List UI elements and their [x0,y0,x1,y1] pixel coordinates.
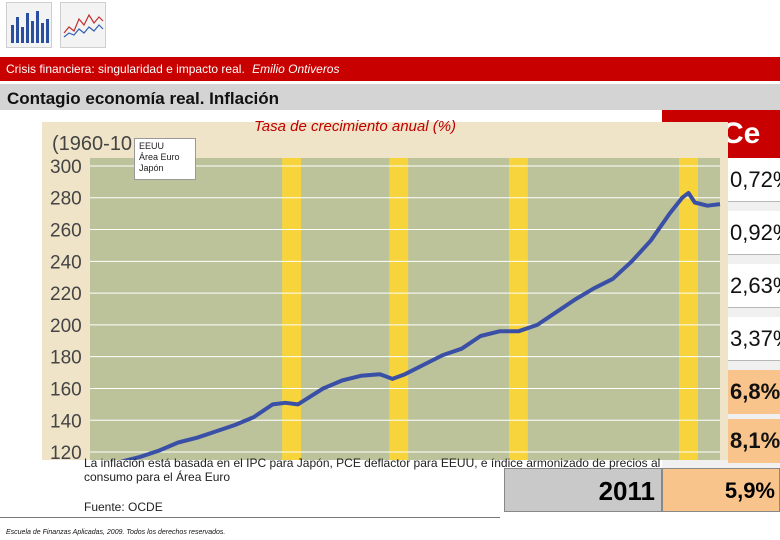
y-tick-label: 160 [50,379,82,400]
y-tick-label: 220 [50,284,82,305]
chart-area: (1960-10 300 280 260 240 220 200 180 160 140 120 [42,122,728,464]
rate-cell: 0,92% [728,211,780,255]
rate-cell: 3,37% [728,317,780,361]
highlight-band [508,158,528,460]
y-tick-label: 140 [50,411,82,432]
y-tick-label: 180 [50,348,82,369]
rate-cell-highlight: 6,8% [728,370,780,414]
y-tick-label: 260 [50,221,82,242]
rate-cell-highlight: 8,1% [728,419,780,463]
rate-cell: 0,72% [728,158,780,202]
y-tick-label: 120 [50,443,82,460]
footer-copyright: Escuela de Finanzas Aplicadas, 2009. Tod… [6,529,226,536]
slide-title: Contagio economía real. Inflación [0,84,780,110]
highlight-band [282,158,302,460]
series-line [121,191,721,464]
y-tick-label: 200 [50,316,82,337]
year-label: 2011 [504,468,662,512]
y-tick-label: 300 [50,157,82,178]
legend-item-area-euro: Área Euro [139,152,180,162]
line-chart-thumbnail [60,2,106,48]
y-tick-label: 240 [50,252,82,273]
bar-chart-thumbnail [6,2,52,48]
year-value: 5,9% [662,468,780,512]
methodology-note: La inflación está basada en el IPC para … [84,456,661,484]
chart-legend: EEUU Área Euro Japón [134,138,196,180]
chart-title: Tasa de crecimiento anual (%) [254,118,457,135]
legend-item-japon: Japón [139,163,164,173]
y-tick-label: 280 [50,189,82,210]
thumbnail-charts [6,2,106,50]
course-header-bar: Crisis financiera: singularidad e impact… [0,57,780,81]
highlight-band [679,158,698,460]
source-note: Fuente: OCDE [84,500,163,514]
legend-item-eeuu: EEUU [139,141,165,151]
highlight-band [389,158,409,460]
course-title: Crisis financiera: singularidad e impact… [6,62,245,76]
rate-cell: 2,63% [728,264,780,308]
inflation-line-chart: (1960-10 300 280 260 240 220 200 180 160 140 120 [50,133,721,464]
author-name: Emilio Ontiveros [252,62,340,76]
corner-label: (1960-10 [52,133,132,155]
footer-divider [0,517,500,518]
